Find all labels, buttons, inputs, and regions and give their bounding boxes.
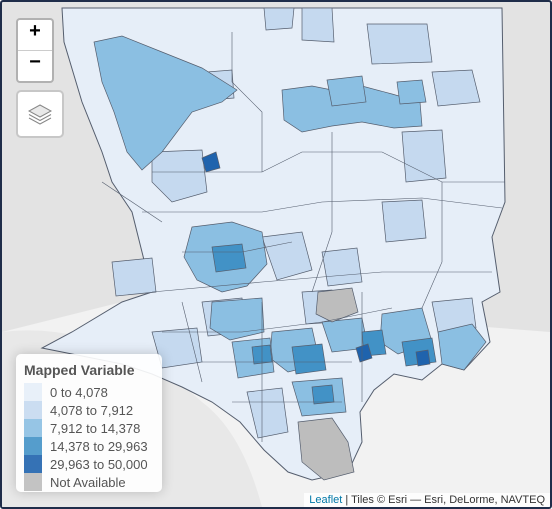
legend-label: 7,912 to 14,378: [50, 420, 141, 436]
layers-icon: [27, 104, 53, 125]
legend-label: 29,963 to 50,000: [50, 456, 148, 472]
legend-item: 0 to 4,078: [24, 383, 154, 401]
legend-label: Not Available: [50, 474, 126, 490]
leaflet-link[interactable]: Leaflet: [309, 494, 343, 506]
legend-swatch: [24, 383, 42, 401]
legend-label: 0 to 4,078: [50, 384, 108, 400]
zoom-in-button[interactable]: +: [29, 20, 41, 42]
tracts-not-available: [297, 287, 359, 481]
attribution: Leaflet | Tiles © Esri — Esri, DeLorme, …: [304, 493, 550, 507]
legend-swatch: [24, 437, 42, 455]
legend-label: 4,078 to 7,912: [50, 402, 134, 418]
attribution-text: | Tiles © Esri — Esri, DeLorme, NAVTEQ: [342, 494, 545, 506]
legend: Mapped Variable 0 to 4,078 4,078 to 7,91…: [16, 354, 162, 492]
legend-label: 14,378 to 29,963: [50, 438, 148, 454]
legend-swatch: [24, 455, 42, 473]
legend-item: Not Available: [24, 473, 154, 491]
legend-item: 14,378 to 29,963: [24, 437, 154, 455]
zoom-control: + −: [16, 18, 54, 83]
tract-boundaries: [101, 32, 505, 442]
legend-title: Mapped Variable: [24, 362, 135, 378]
legend-item: 7,912 to 14,378: [24, 419, 154, 437]
tracts-class-4: [211, 243, 437, 405]
legend-swatch: [24, 401, 42, 419]
legend-item: 4,078 to 7,912: [24, 401, 154, 419]
legend-swatch: [24, 473, 42, 491]
zoom-out-button[interactable]: −: [18, 50, 52, 81]
legend-item: 29,963 to 50,000: [24, 455, 154, 473]
layers-control-button[interactable]: [16, 90, 64, 138]
tracts-class-5: [201, 151, 431, 367]
legend-swatch: [24, 419, 42, 437]
